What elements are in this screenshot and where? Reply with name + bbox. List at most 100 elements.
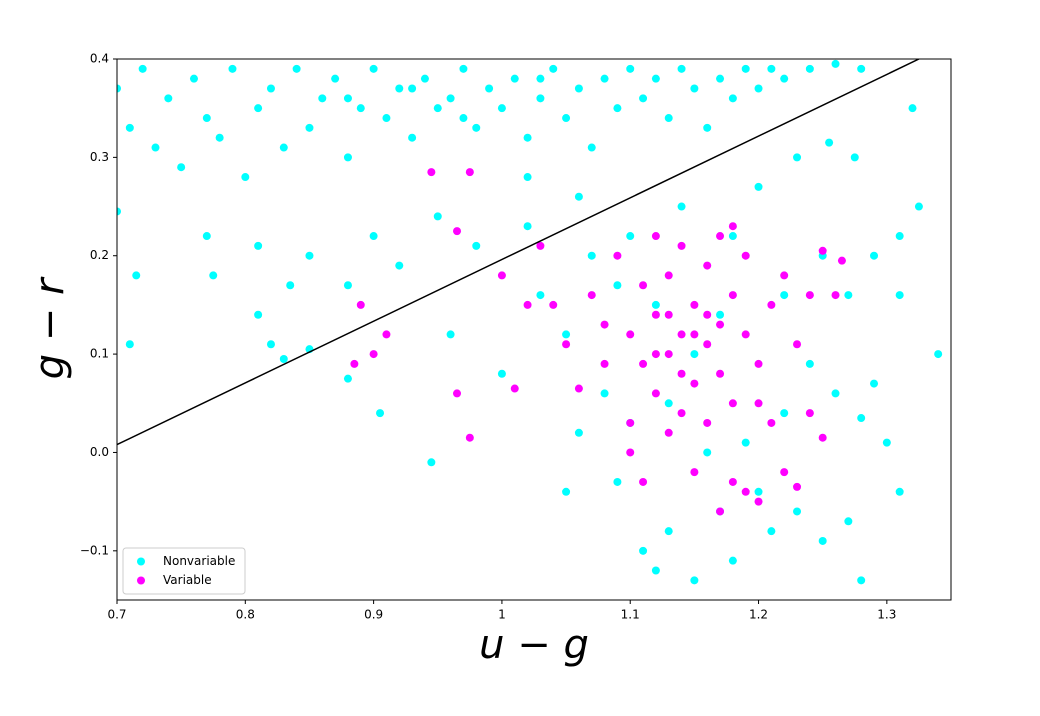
point xyxy=(690,330,699,339)
point xyxy=(465,168,474,177)
point xyxy=(728,94,737,103)
point xyxy=(767,418,776,427)
point xyxy=(741,330,750,339)
point xyxy=(690,84,699,93)
point xyxy=(395,84,404,93)
point xyxy=(677,64,686,73)
point xyxy=(613,281,622,290)
point xyxy=(177,163,186,172)
point xyxy=(536,74,545,83)
x-axis-label: u − g xyxy=(479,622,589,668)
point xyxy=(427,168,436,177)
point xyxy=(780,291,789,300)
point xyxy=(497,104,506,113)
point xyxy=(793,340,802,349)
point xyxy=(350,359,359,368)
x-tick-label: 1 xyxy=(498,608,506,622)
point xyxy=(132,271,141,280)
point xyxy=(600,389,609,398)
point xyxy=(870,251,879,260)
point xyxy=(690,350,699,359)
point xyxy=(664,350,673,359)
point xyxy=(485,84,494,93)
point xyxy=(741,487,750,496)
point xyxy=(780,74,789,83)
point xyxy=(433,212,442,221)
point xyxy=(639,546,648,555)
point xyxy=(497,369,506,378)
point xyxy=(382,114,391,123)
point xyxy=(754,399,763,408)
point xyxy=(254,241,263,250)
x-tick-label: 0.9 xyxy=(364,608,383,622)
point xyxy=(202,114,211,123)
point xyxy=(728,399,737,408)
point xyxy=(780,409,789,418)
x-tick-label: 0.8 xyxy=(236,608,255,622)
point xyxy=(895,487,904,496)
point xyxy=(453,227,462,236)
point xyxy=(536,94,545,103)
point xyxy=(613,251,622,260)
point xyxy=(305,123,314,132)
point xyxy=(818,433,827,442)
point xyxy=(728,556,737,565)
point xyxy=(562,330,571,339)
point xyxy=(850,153,859,162)
point xyxy=(376,409,385,418)
point xyxy=(895,291,904,300)
point xyxy=(651,350,660,359)
point xyxy=(716,232,725,241)
point xyxy=(767,64,776,73)
point xyxy=(600,320,609,329)
point xyxy=(497,271,506,280)
point xyxy=(343,281,352,290)
point xyxy=(279,355,288,364)
point xyxy=(189,74,198,83)
point xyxy=(254,104,263,113)
point xyxy=(125,123,134,132)
point xyxy=(844,291,853,300)
point xyxy=(465,433,474,442)
point xyxy=(549,64,558,73)
point xyxy=(664,527,673,536)
point xyxy=(818,536,827,545)
point xyxy=(664,271,673,280)
point xyxy=(908,104,917,113)
point xyxy=(286,281,295,290)
point xyxy=(844,517,853,526)
point xyxy=(703,261,712,270)
point xyxy=(523,222,532,231)
point xyxy=(266,340,275,349)
point xyxy=(651,232,660,241)
point xyxy=(703,340,712,349)
point xyxy=(453,389,462,398)
point xyxy=(831,59,840,68)
point xyxy=(857,64,866,73)
point xyxy=(138,64,147,73)
point xyxy=(523,300,532,309)
point xyxy=(716,369,725,378)
point xyxy=(690,379,699,388)
legend-box xyxy=(122,547,246,595)
point xyxy=(626,330,635,339)
x-tick-label: 1.2 xyxy=(749,608,768,622)
point xyxy=(882,438,891,447)
point xyxy=(754,497,763,506)
point xyxy=(408,133,417,142)
legend-label: Variable xyxy=(163,573,212,587)
point xyxy=(690,468,699,477)
point xyxy=(536,241,545,250)
x-tick-label: 1.1 xyxy=(621,608,640,622)
y-tick-label: 0.1 xyxy=(90,347,109,361)
point xyxy=(651,74,660,83)
point xyxy=(805,409,814,418)
point xyxy=(895,232,904,241)
point xyxy=(117,84,121,93)
point xyxy=(664,310,673,319)
point xyxy=(587,143,596,152)
point xyxy=(395,261,404,270)
point xyxy=(857,576,866,585)
point xyxy=(600,74,609,83)
x-tick-label: 0.7 xyxy=(107,608,126,622)
